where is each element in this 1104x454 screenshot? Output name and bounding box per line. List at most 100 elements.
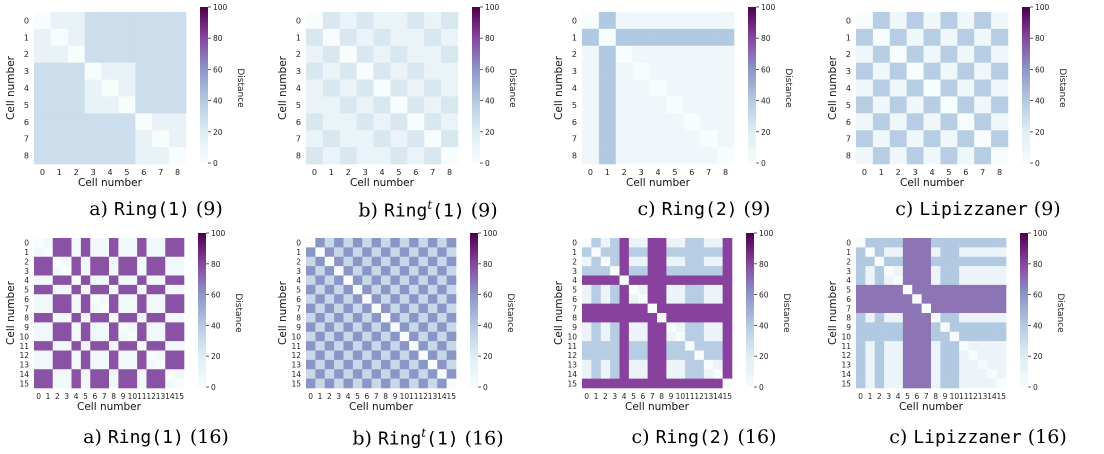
heatmap-cell: [902, 369, 913, 379]
heatmap-cell: [356, 130, 374, 148]
heatmap-cell: [638, 238, 648, 248]
heatmap-cell: [409, 350, 419, 361]
heatmap-cell: [371, 256, 382, 267]
heatmap-cell: [137, 303, 147, 314]
heatmap-cell: [315, 303, 326, 314]
heatmap-cell: [628, 256, 639, 267]
heatmap-cell: [856, 28, 874, 47]
heatmap-cell: [991, 62, 1009, 80]
heatmap-cell: [912, 359, 922, 370]
x-tick-label: 4: [74, 392, 79, 401]
heatmap-cell: [52, 284, 63, 295]
heatmap-cell: [649, 45, 667, 63]
heatmap-cell: [683, 113, 701, 131]
heatmap-cell: [101, 45, 119, 63]
heatmap-cell: [591, 350, 602, 361]
heatmap-cell: [118, 12, 136, 30]
heatmap-cell: [152, 12, 170, 30]
heatmap-cell: [34, 378, 44, 389]
heatmap-cell: [34, 294, 44, 304]
heatmap-cell: [666, 130, 684, 148]
heatmap-cell: [34, 96, 52, 114]
heatmap-cell: [666, 113, 684, 131]
heatmap-cell: [62, 313, 72, 323]
y-tick-label: 4: [572, 84, 577, 93]
heatmap-cell: [666, 275, 677, 286]
heatmap-cell: [109, 275, 119, 286]
heatmap-cell: [600, 303, 611, 314]
heatmap-cell: [968, 303, 979, 314]
colorbar-tick-label: 60: [213, 65, 223, 74]
heatmap-cell: [949, 369, 960, 379]
x-tick-label: 13: [428, 392, 438, 401]
colorbar-tick-label: 40: [761, 97, 771, 106]
heatmap-cell: [694, 359, 705, 370]
heatmap-cell: [991, 147, 1009, 165]
heatmap-cell: [334, 266, 344, 276]
heatmap-cell: [52, 303, 63, 314]
heatmap-cell: [874, 294, 885, 304]
heatmap-cell: [931, 369, 941, 379]
heatmap-cell: [675, 369, 686, 379]
heatmap-cell: [174, 238, 185, 248]
heatmap-cell: [90, 284, 100, 295]
heatmap-cell: [600, 350, 611, 361]
heatmap-cell: [441, 62, 459, 80]
heatmap-cell: [872, 130, 891, 148]
caption-prefix: b): [358, 199, 384, 222]
heatmap-cell: [923, 62, 941, 80]
heatmap-cell: [977, 331, 988, 342]
heatmap-cell: [912, 266, 922, 276]
heatmap-cell: [996, 378, 1007, 389]
heatmap-cell: [591, 303, 602, 314]
heatmap-cell: [884, 256, 894, 267]
heatmap-cell: [619, 378, 630, 389]
x-tick-label: 6: [963, 168, 968, 177]
heatmap-cell: [615, 113, 633, 131]
heatmap-cell: [856, 378, 866, 389]
y-tick-label: 0: [24, 16, 29, 25]
heatmap-cell: [446, 256, 457, 267]
heatmap-cell: [84, 62, 102, 80]
heatmap-cell: [610, 313, 620, 323]
caption-suffix: (16): [731, 426, 777, 448]
heatmap-cell: [174, 313, 185, 323]
heatmap-cell: [959, 284, 969, 295]
heatmap-cell: [638, 247, 648, 258]
y-tick-label: 7: [24, 135, 29, 144]
heatmap-cell: [865, 275, 876, 286]
heatmap-cell: [582, 12, 600, 30]
heatmap-cell: [52, 238, 63, 248]
heatmap-cell: [99, 247, 110, 258]
x-tick-label: 3: [639, 168, 644, 177]
heatmap-cell: [352, 247, 363, 258]
colorbar-tick-label: 100: [761, 3, 776, 12]
heatmap-cell: [931, 313, 941, 323]
heatmap-cell: [441, 130, 459, 148]
heatmap-cell: [666, 331, 677, 342]
x-tick-label: 7: [924, 392, 929, 401]
heatmap-cell: [912, 313, 922, 323]
heatmap-cell: [632, 28, 650, 47]
heatmap-cell: [893, 378, 904, 389]
heatmap-cell: [628, 369, 639, 379]
heatmap-cell: [713, 256, 723, 267]
heatmap-cell: [118, 238, 129, 248]
heatmap-cell: [390, 113, 408, 131]
heatmap-cell: [62, 369, 72, 379]
colorbar-tick-label: 80: [211, 260, 221, 269]
heatmap-cell: [67, 130, 85, 148]
heatmap-cell: [135, 28, 153, 47]
heatmap-cell: [84, 113, 102, 131]
heatmap-cell: [127, 331, 138, 342]
heatmap-cell: [902, 256, 913, 267]
heatmap-cell: [155, 313, 166, 323]
heatmap-cell: [67, 79, 85, 97]
heatmap-cell: [381, 266, 391, 276]
heatmap-cell: [940, 62, 958, 80]
heatmap-cell: [352, 331, 363, 342]
y-tick-label: 1: [296, 248, 301, 257]
heatmap-cell: [893, 331, 904, 342]
heatmap-cell: [996, 238, 1007, 248]
heatmap-cell: [902, 331, 913, 342]
